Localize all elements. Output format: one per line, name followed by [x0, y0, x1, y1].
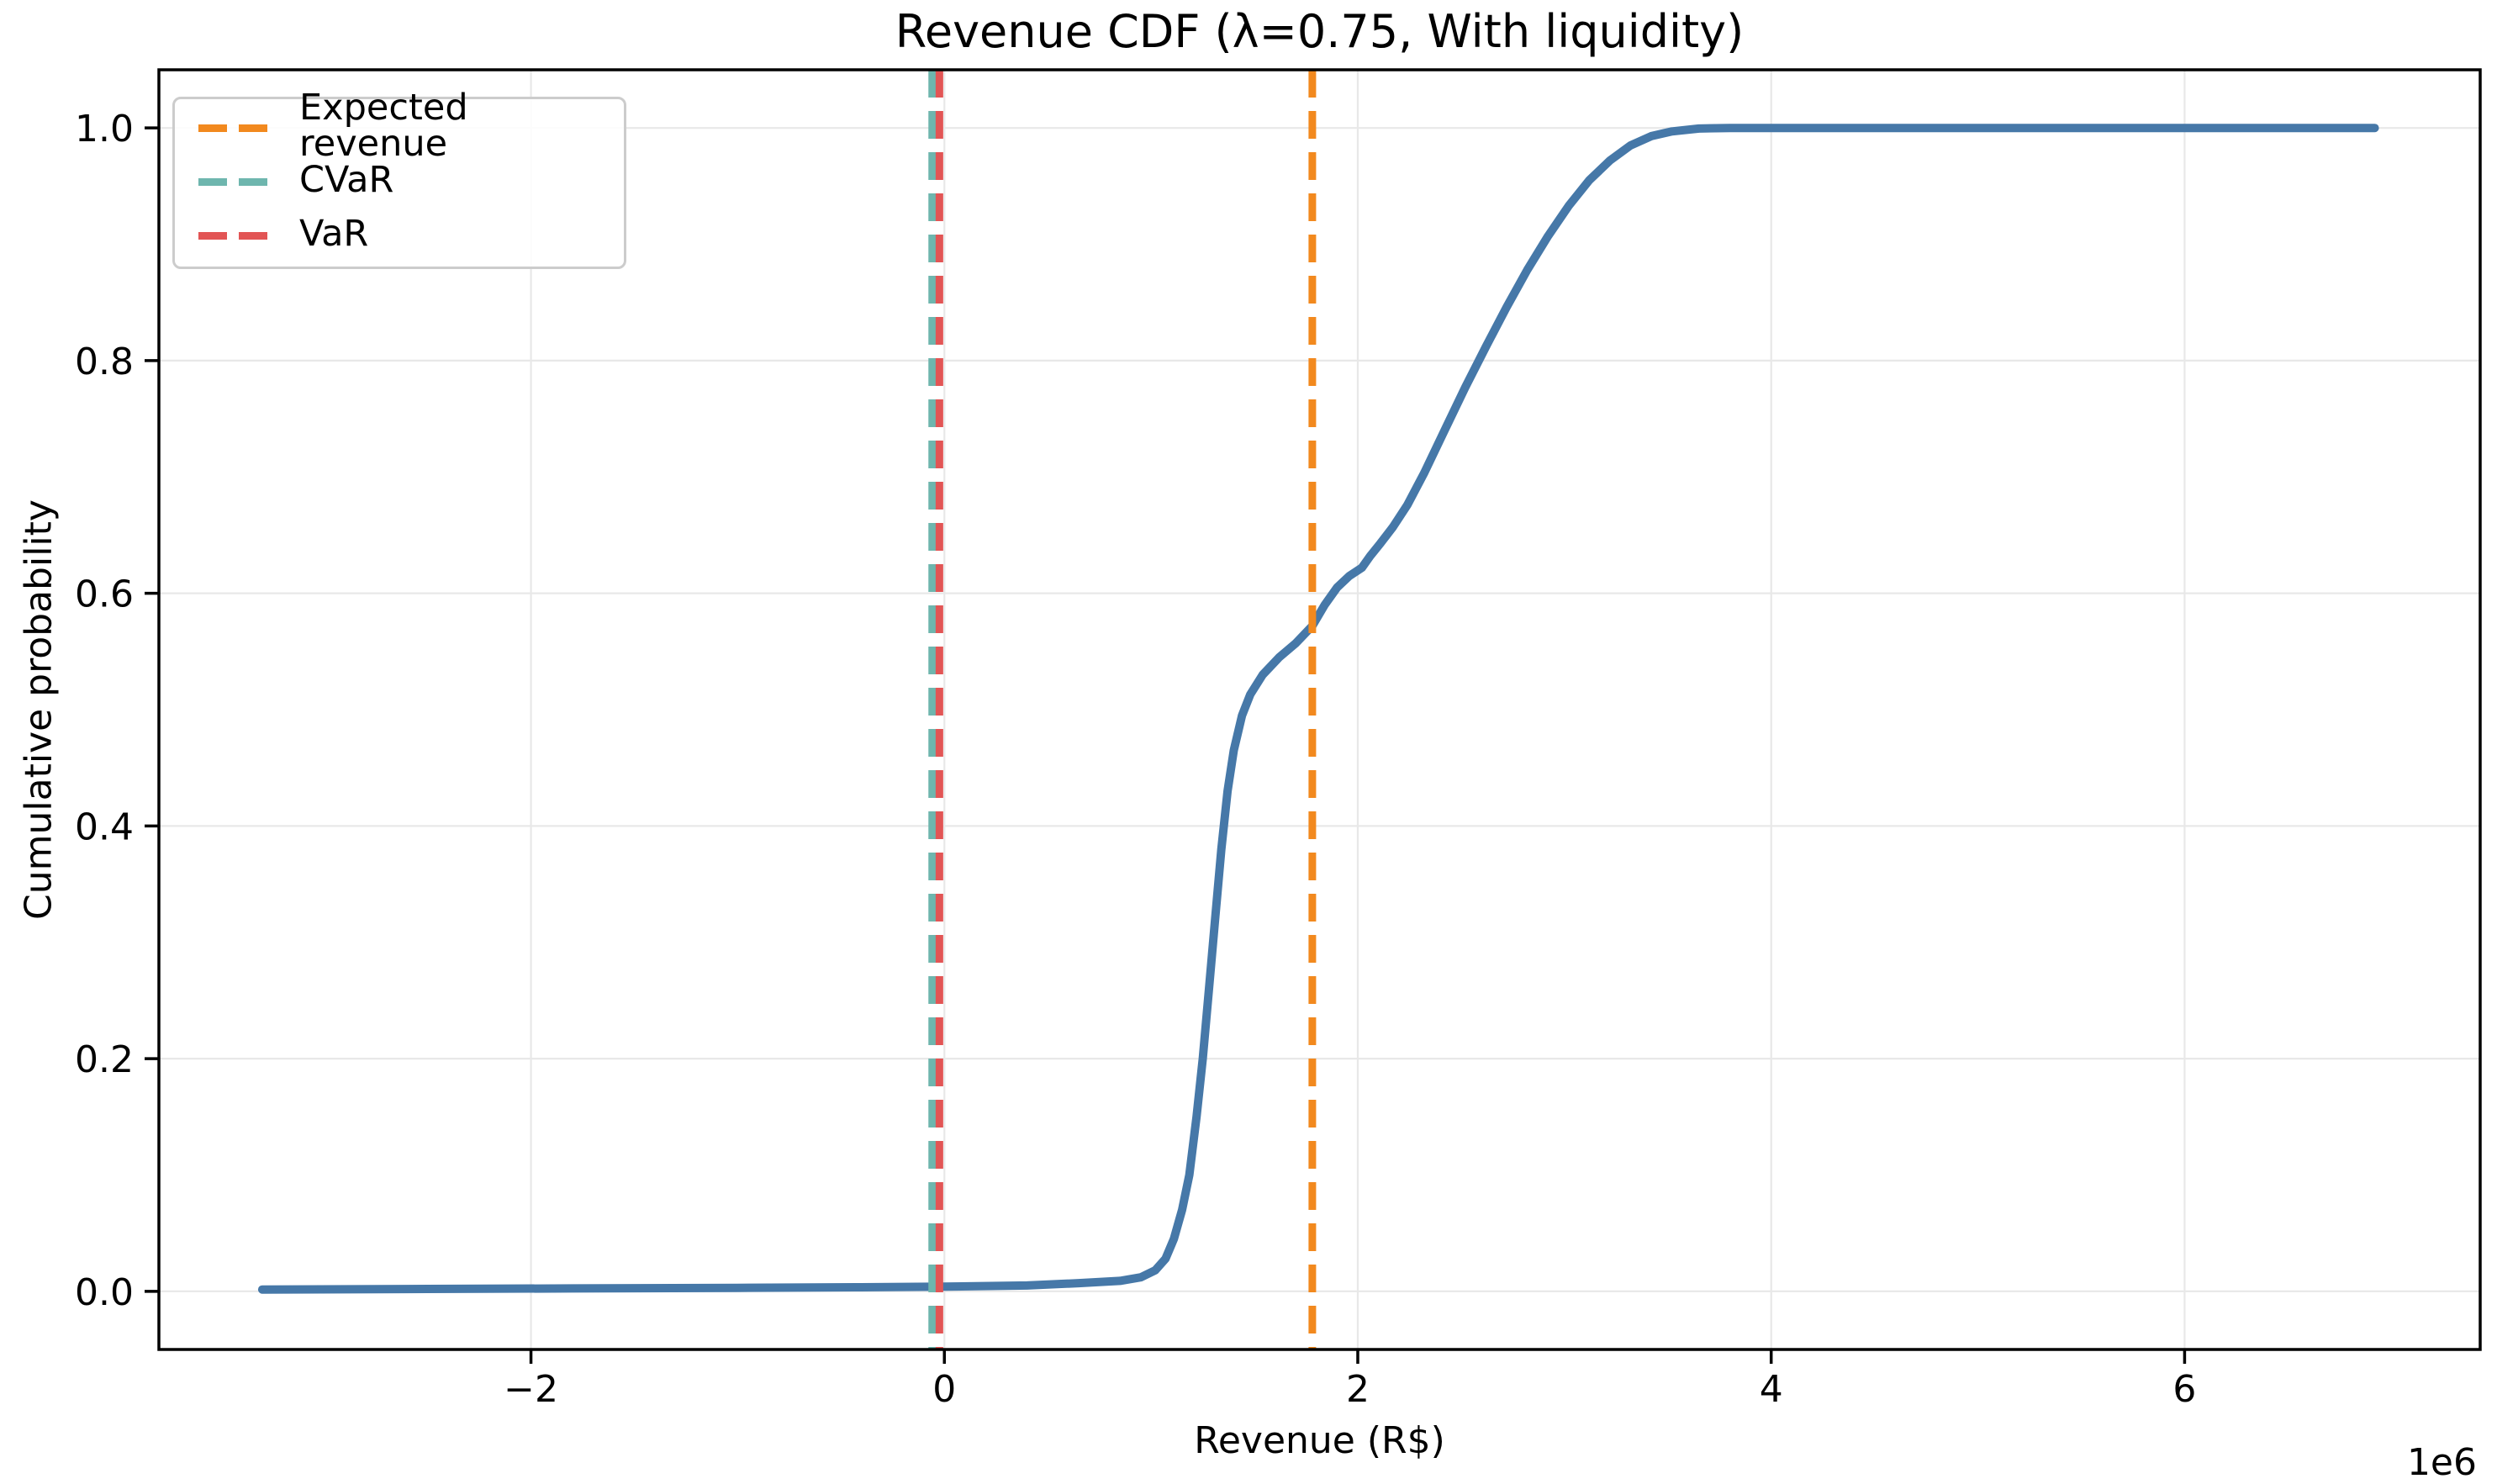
legend: Expected revenue CVaR VaR: [172, 90, 626, 269]
legend-label: VaR: [299, 212, 369, 255]
x-tick-label: −2: [504, 1368, 558, 1411]
legend-label: Expected revenue: [299, 87, 468, 165]
legend-item-expected-revenue: Expected revenue: [198, 90, 624, 162]
chart-title: Revenue CDF (λ=0.75, With liquidity): [895, 5, 1745, 58]
y-tick-label: 1.0: [75, 108, 134, 151]
expected-revenue-dash-sample: [198, 124, 267, 132]
y-tick-label: 0.0: [75, 1271, 134, 1314]
x-axis-offset-label: 1e6: [2406, 1441, 2477, 1484]
y-tick-label: 0.2: [75, 1038, 134, 1081]
x-tick-label: 6: [2172, 1368, 2196, 1411]
axes-frame: [157, 68, 2482, 1351]
x-tick-label: 4: [1760, 1368, 1783, 1411]
y-axis-label: Cumulative probability: [17, 499, 61, 920]
cdf-curve: [257, 124, 2379, 1294]
x-tick-label: 2: [1346, 1368, 1370, 1411]
legend-item-cvar: CVaR: [198, 155, 624, 209]
y-tick-label: 0.8: [75, 341, 134, 383]
y-tick-label: 0.6: [75, 573, 134, 616]
x-tick-label: 0: [932, 1368, 956, 1411]
x-axis-label: Revenue (R$): [1194, 1419, 1445, 1462]
cvar-dash-sample: [198, 177, 267, 186]
var-dash-sample: [198, 231, 267, 240]
y-tick-label: 0.4: [75, 805, 134, 848]
legend-item-var: VaR: [198, 209, 624, 262]
legend-label: CVaR: [299, 158, 394, 201]
